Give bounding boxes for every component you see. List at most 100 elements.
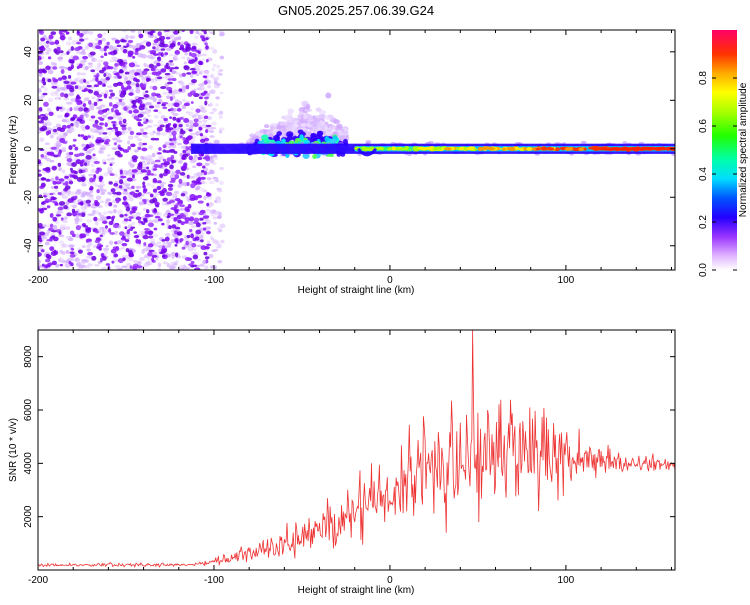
noise-dot [90,135,95,139]
noise-dot [206,177,212,181]
noise-dot-strong [103,46,107,52]
noise-dot-strong [135,132,143,136]
noise-dot [68,92,75,97]
y-tick-label: -20 [23,190,34,205]
noise-dot [74,217,80,222]
noise-dot [45,48,52,53]
noise-dot-strong [152,46,156,50]
noise-dot [166,95,171,99]
scint-core [276,131,282,136]
noise-dot [80,124,86,130]
noise-dot-strong [127,39,134,44]
noise-dot-strong [77,249,83,254]
noise-dot [91,96,96,100]
noise-dot-strong [161,103,166,107]
noise-dot-strong [112,223,119,229]
noise-dot-strong [205,124,212,128]
colorbar-gradient [712,30,737,270]
noise-dot [214,240,220,245]
noise-dot-strong [137,121,142,126]
noise-dot [64,262,69,267]
noise-dot [127,236,131,240]
noise-dot [38,130,42,134]
noise-dot-strong [171,159,177,164]
noise-dot [107,166,113,172]
noise-dot-strong [45,40,50,44]
noise-dot-strong [181,165,188,170]
noise-dot-strong [117,147,123,150]
noise-dot [92,129,97,133]
noise-dot-strong [39,185,45,189]
noise-dot [75,123,80,128]
noise-dot-strong [151,30,156,34]
noise-dot [154,104,161,109]
noise-dot-strong [152,168,158,171]
noise-dot-strong [128,62,136,68]
noise-dot [86,219,93,223]
noise-dot [38,41,43,46]
noise-dot [78,79,85,84]
noise-dot-strong [184,220,189,224]
noise-dot-strong [53,249,57,255]
noise-dot [212,63,217,68]
noise-dot-strong [192,122,199,128]
noise-dot-strong [38,55,42,61]
noise-dot-strong [38,106,43,112]
noise-dot-strong [76,118,83,122]
noise-dot-strong [144,213,151,218]
x-tick-label: 100 [558,275,575,286]
noise-dot-strong [150,67,156,72]
noise-dot [177,160,183,164]
noise-dot-strong [189,216,195,222]
noise-dot-strong [119,214,124,218]
noise-dot-strong [123,188,128,192]
noise-dot [104,228,109,234]
noise-dot [145,183,152,187]
noise-dot [187,111,194,117]
noise-dot [194,187,200,191]
scint-core [310,133,316,139]
noise-dot-strong [206,231,211,235]
noise-dot-strong [141,83,147,88]
noise-dot-strong [205,156,211,162]
noise-dot-strong [162,144,167,149]
noise-dot-strong [75,159,82,165]
noise-dot-strong [69,254,76,258]
noise-dot-strong [104,122,108,128]
noise-dot-strong [189,228,193,233]
noise-dot [85,113,89,118]
x-tick-label: 100 [558,575,575,586]
noise-dot-strong [50,146,57,150]
noise-dot [137,137,143,142]
noise-dot-strong [94,119,99,125]
noise-dot-strong [111,107,114,113]
noise-dot-strong [117,75,122,79]
noise-dot-strong [203,251,208,256]
noise-dot-strong [68,261,72,265]
noise-dot-strong [116,58,124,64]
noise-dot [206,79,212,85]
noise-dot-strong [45,65,51,71]
spectrogram-content [38,30,675,270]
noise-dot [185,123,190,127]
noise-dot-strong [174,252,179,258]
noise-dot-strong [189,90,196,96]
noise-dot [95,221,99,226]
noise-dot-strong [38,173,42,177]
noise-dot [187,246,194,252]
noise-dot-strong [88,100,92,105]
noise-dot [104,200,109,204]
noise-dot [46,107,51,112]
noise-dot-strong [39,114,46,117]
noise-dot-strong [103,73,107,77]
scint-halo [305,104,311,110]
noise-dot-strong [177,232,182,236]
noise-dot [195,65,202,68]
noise-dot-strong [197,194,203,199]
carrier-hot [425,146,431,150]
noise-dot-strong [173,124,177,129]
noise-dot-strong [70,81,77,85]
noise-dot [85,255,91,259]
noise-dot-strong [203,80,208,85]
